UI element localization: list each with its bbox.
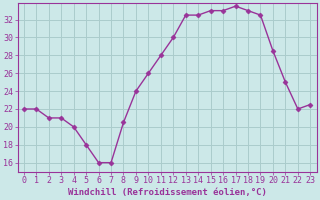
X-axis label: Windchill (Refroidissement éolien,°C): Windchill (Refroidissement éolien,°C) (68, 188, 267, 197)
